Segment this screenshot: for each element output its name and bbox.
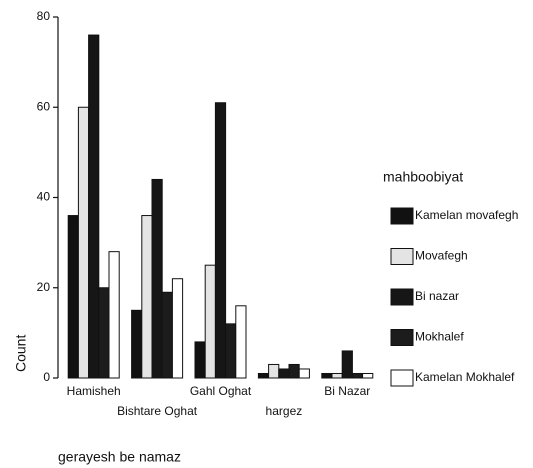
y-tick-label: 20 xyxy=(37,280,51,294)
bar xyxy=(141,215,153,379)
legend-swatch xyxy=(390,288,414,306)
legend-swatch xyxy=(390,329,414,346)
bar xyxy=(351,372,364,379)
x-tick-label: Bishtare Oghat xyxy=(117,404,198,418)
bar xyxy=(362,372,374,379)
bar xyxy=(67,215,79,379)
bar xyxy=(278,368,290,379)
legend-swatch xyxy=(390,248,414,265)
bar xyxy=(108,251,120,379)
legend-label: Movafegh xyxy=(415,249,468,263)
legend-label: Mokhalef xyxy=(415,330,464,344)
y-axis-label: Count xyxy=(13,335,29,372)
bar xyxy=(131,309,143,379)
legend-label: Bi nazar xyxy=(415,289,459,303)
bar xyxy=(331,372,343,379)
bar xyxy=(341,350,353,379)
y-tick-label: 40 xyxy=(37,190,51,204)
bar xyxy=(298,368,310,379)
x-axis-label: gerayesh be namaz xyxy=(58,449,181,465)
bar xyxy=(151,178,163,379)
bar xyxy=(225,323,237,379)
legend-label: Kamelan Mokhalef xyxy=(415,370,515,384)
bar xyxy=(257,372,270,379)
legend-title: mahboobiyat xyxy=(383,169,463,185)
bar xyxy=(98,287,110,379)
bar xyxy=(214,102,227,379)
bar xyxy=(194,341,206,379)
y-tick-label: 80 xyxy=(37,9,51,23)
legend-swatch xyxy=(390,207,414,225)
x-tick-label: Hamisheh xyxy=(67,384,121,398)
bar xyxy=(171,278,184,379)
bar xyxy=(88,34,100,379)
x-tick-label: hargez xyxy=(266,404,303,418)
bar xyxy=(235,305,247,379)
bar xyxy=(161,291,173,379)
bar xyxy=(321,372,333,379)
bar xyxy=(77,106,90,379)
y-tick-label: 0 xyxy=(43,370,50,384)
x-tick-label: Bi Nazar xyxy=(324,384,370,398)
bar xyxy=(204,264,216,379)
bar xyxy=(288,363,300,379)
bar xyxy=(268,363,280,379)
y-tick-label: 60 xyxy=(37,99,51,113)
x-tick-label: Gahl Oghat xyxy=(190,384,252,398)
legend-label: Kamelan movafegh xyxy=(415,208,518,222)
legend-swatch xyxy=(390,369,414,387)
